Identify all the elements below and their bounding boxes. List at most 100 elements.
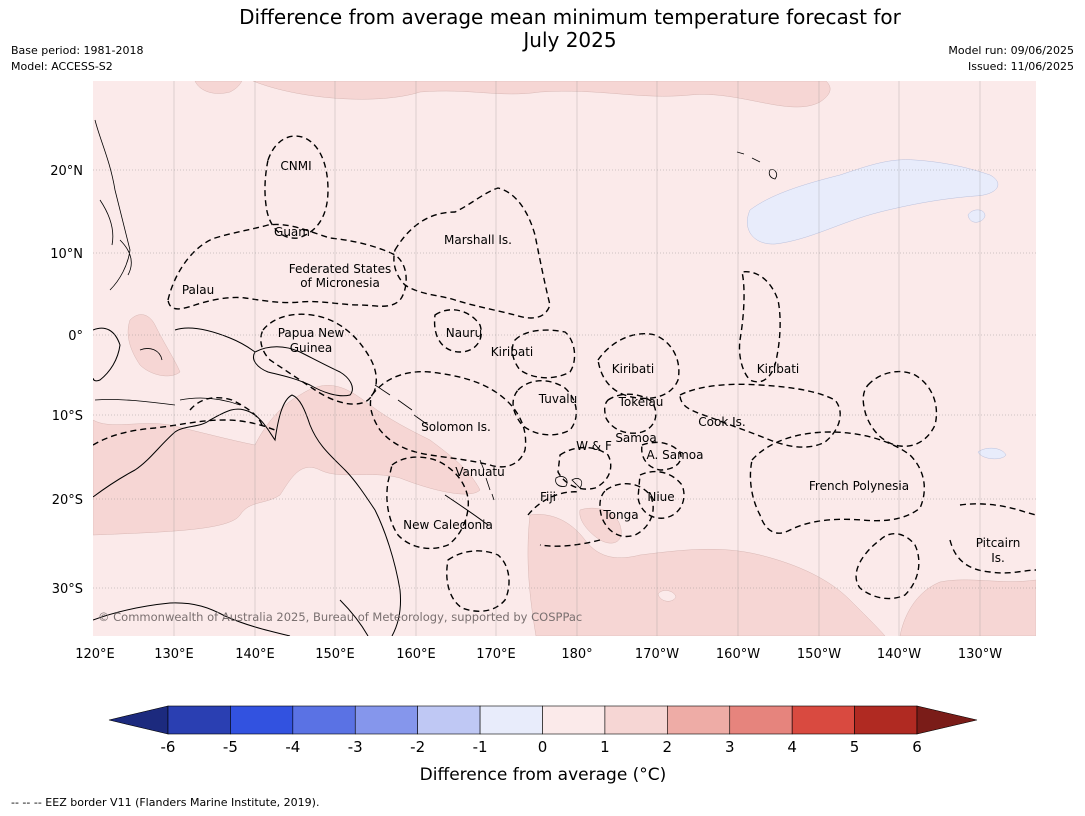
colorbar-tick-label: -6 [161,738,176,756]
region-label: Pitcairn [976,536,1021,550]
solomon-islands [374,384,429,426]
new-zealand-coastline [339,599,369,636]
model-run-text: Model run: 09/06/2025 [948,44,1074,57]
x-tick-label: 160°W [716,647,760,662]
indonesia-coastline [93,327,121,382]
y-tick-label: 30°S [52,582,83,597]
region-label: Kiribati [757,362,799,376]
meta-left: Base period: 1981-2018 Model: ACCESS-S2 [11,43,143,75]
y-tick-label: 0° [68,329,83,344]
region-label: Nauru [446,326,482,340]
region-label: Palau [182,283,214,297]
australia-south-coast [93,602,291,636]
region-label: Solomon Is. [421,420,491,434]
region-label: New Caledonia [403,518,493,532]
y-tick-label: 20°S [52,493,83,508]
colorbar-segment [542,705,606,735]
x-tick-label: 140°W [877,647,921,662]
colorbar-tick-label: 2 [663,738,673,756]
y-tick-label: 10°S [52,409,83,424]
region-label: Guam [274,225,310,239]
region-label: Tuvalu [538,392,578,406]
eez-borders [93,135,1036,612]
region-label: Samoa [615,431,656,445]
region-label: Tokelau [618,395,664,409]
colorbar-segment [854,705,918,735]
anomaly-region [579,507,622,544]
colorbar-label: Difference from average (°C) [420,765,667,785]
region-label: A. Samoa [647,448,704,462]
region-label: Papua New [278,326,345,340]
y-tick-label: 20°N [50,164,83,179]
philippines-coastline [94,119,132,291]
x-tick-label: 170°E [476,647,516,662]
colorbar-segment [479,705,543,735]
x-tick-label: 150°E [315,647,355,662]
anomaly-region [747,159,999,245]
x-tick-label: 120°E [75,647,115,662]
colorbar-segment [230,705,294,735]
anomaly-region [127,314,181,377]
title-line-1: Difference from average mean minimum tem… [239,5,901,29]
fiji-islands [555,476,583,489]
model-text: Model: ACCESS-S2 [11,60,113,73]
title-line-2: July 2025 [523,28,617,52]
hawaii-islands [736,151,778,180]
anomaly-region [527,514,886,636]
issued-text: Issued: 11/06/2025 [967,60,1074,73]
colorbar-tick-label: -4 [285,738,300,756]
region-label: Guinea [290,341,333,355]
y-tick-label: 10°N [50,247,83,262]
chart-title: Difference from average mean minimum tem… [0,6,1085,52]
y-axis-ticks: 20°N 10°N 0° 10°S 20°S 30°S [50,164,83,597]
region-label: Marshall Is. [444,233,512,247]
region-label: Niue [647,490,674,504]
colorbar-segment [167,705,231,735]
vanuatu-islands [479,459,495,501]
colorbar-segment [729,705,793,735]
x-tick-label: 160°E [396,647,436,662]
colorbar-over-arrow [916,705,978,735]
region-label: Cook Is. [698,415,745,429]
anomaly-region [899,579,1036,636]
colorbar-tick-label: 1 [600,738,610,756]
region-label: Tonga [602,508,638,522]
colorbar-segment [417,705,481,735]
anomaly-region [967,209,986,223]
colorbar-segment [292,705,356,735]
region-label: CNMI [280,159,311,173]
anomaly-region [194,81,243,94]
colorbar-tick-label: 6 [912,738,922,756]
copyright-text: © Commonwealth of Australia 2025, Bureau… [98,610,582,624]
colorbar-ticks: -6 -5 -4 -3 -2 -1 0 1 2 3 4 5 6 [161,738,922,756]
x-tick-label: 130°W [958,647,1002,662]
region-label: Fiji [540,490,556,504]
anomaly-region [657,590,677,602]
x-tick-label: 150°W [797,647,841,662]
colorbar-tick-label: -3 [348,738,363,756]
region-label: W & F [576,439,612,453]
region-label: Is. [991,551,1005,565]
colorbar-tick-label: 0 [538,738,548,756]
colorbar-segment [604,705,668,735]
x-tick-label: 180° [561,647,592,662]
grid-lines [93,81,1036,636]
colorbar [108,705,978,735]
region-label: Kiribati [491,345,533,359]
base-period-text: Base period: 1981-2018 [11,44,144,57]
meta-right: Model run: 09/06/2025 Issued: 11/06/2025 [948,43,1074,75]
anomaly-region [977,447,1007,460]
region-label: Vanuatu [455,465,505,479]
footnote: -- -- -- EEZ border V11 (Flanders Marine… [11,796,320,809]
region-label: French Polynesia [809,479,909,493]
colorbar-segment [354,705,418,735]
colorbar-tick-label: -5 [223,738,238,756]
colorbar-tick-label: 5 [850,738,860,756]
colorbar-under-arrow [108,705,169,735]
colorbar-tick-label: -1 [473,738,488,756]
region-label: of Micronesia [300,276,380,290]
colorbar-segment [667,705,731,735]
